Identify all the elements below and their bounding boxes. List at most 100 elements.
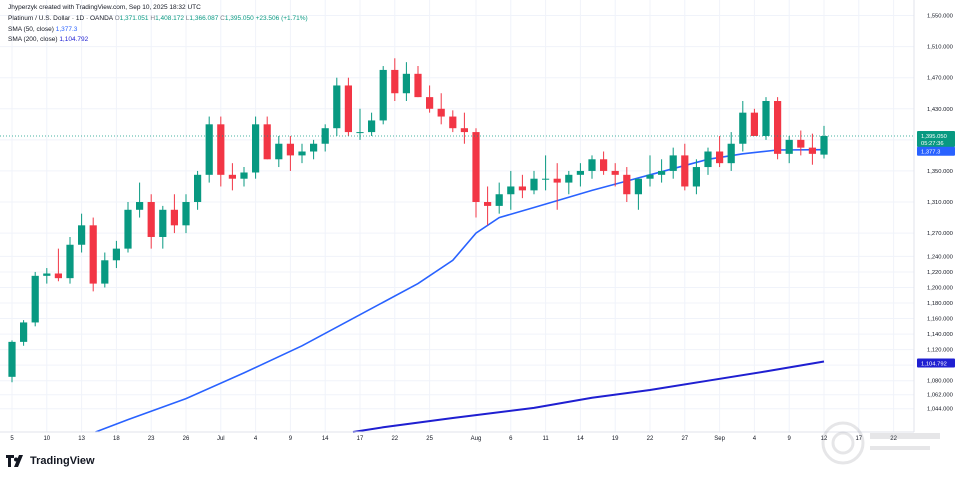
candle-body	[623, 174, 631, 195]
candle-body	[379, 69, 387, 121]
y-tick-label: 1,350.000	[927, 169, 953, 175]
candle	[101, 252, 109, 288]
candle-body	[78, 225, 86, 245]
candle	[739, 101, 747, 152]
candle	[785, 135, 793, 164]
candle	[391, 58, 399, 102]
sma200-value: 1,104.792	[59, 36, 89, 43]
tradingview-logo[interactable]: TradingView	[6, 455, 95, 467]
x-tick-label: 13	[78, 436, 85, 442]
symbol-name[interactable]: Platinum / U.S. Dollar · 1D · OANDA	[8, 15, 113, 22]
candle	[611, 163, 619, 187]
candle-body	[449, 116, 457, 129]
candle-body	[472, 132, 480, 203]
candle	[182, 194, 190, 234]
candle	[692, 159, 700, 195]
candle-body	[240, 172, 248, 179]
candle	[310, 139, 318, 160]
candle-body	[727, 143, 735, 164]
x-tick-label: 27	[681, 436, 688, 442]
candle-body	[681, 155, 689, 187]
y-tick-label: 1,470.000	[927, 76, 953, 82]
x-tick-label: 17	[357, 436, 364, 442]
candle	[89, 217, 97, 292]
candle	[576, 163, 584, 187]
open-label: O	[114, 15, 120, 22]
candle-body	[507, 186, 515, 195]
y-tick-label: 1,140.000	[927, 332, 953, 338]
x-tick-label: Aug	[471, 436, 482, 442]
x-tick-label: 14	[322, 436, 329, 442]
change-value: +23.506 (+1.71%)	[255, 15, 308, 22]
x-tick-label: 14	[577, 436, 584, 442]
candle-body	[31, 275, 39, 323]
candle-body	[658, 170, 666, 175]
candle-body	[402, 73, 410, 94]
high-value: 1,408.172	[155, 15, 184, 22]
candle	[565, 170, 573, 195]
candle	[298, 143, 306, 164]
x-tick-label: 22	[647, 436, 654, 442]
candle	[472, 128, 480, 218]
candle-body	[20, 322, 28, 342]
sma200-legend[interactable]: SMA (200, close) 1,104.792	[8, 36, 88, 43]
candle-body	[785, 139, 793, 154]
x-tick-label: 17	[855, 436, 862, 442]
close-label: C	[220, 15, 225, 22]
candle-body	[356, 132, 364, 134]
tradingview-logo-icon	[6, 455, 23, 467]
x-tick-label: 19	[612, 436, 619, 442]
candle	[205, 116, 213, 183]
y-tick-label: 1,062.000	[927, 393, 953, 399]
x-tick-label: 25	[426, 436, 433, 442]
sma50-price-tag-text: 1,377.3	[921, 150, 940, 156]
candle	[54, 248, 62, 282]
candle	[820, 125, 828, 159]
last-price-tag-text: 05:27:36	[921, 141, 944, 147]
moving-averages	[95, 148, 825, 433]
x-tick-label: 12	[821, 436, 828, 442]
open-value: 1,371.051	[119, 15, 149, 22]
x-tick-label: 4	[753, 436, 757, 442]
candle	[321, 124, 329, 152]
candle-body	[808, 147, 816, 154]
candle	[600, 151, 608, 175]
time-axis[interactable]: 5 10 13 18 23 26 Jul 4 9 14 17 22 25 Aug 6 11 14 19 22 27 Se…	[0, 431, 914, 442]
y-tick-label: 1,200.000	[927, 285, 953, 291]
candle-body	[600, 159, 608, 171]
candle-body	[263, 124, 271, 160]
y-tick-label: 1,080.000	[927, 379, 953, 385]
candle	[774, 97, 782, 160]
y-tick-label: 1,510.000	[927, 45, 953, 51]
watermark-logo	[821, 421, 940, 465]
candle-body	[136, 202, 144, 210]
candle	[356, 108, 364, 140]
candle-body	[170, 209, 178, 226]
candle-body	[553, 178, 561, 183]
candle	[252, 116, 260, 179]
sma50-legend[interactable]: SMA (50, close) 1,377.3	[8, 26, 77, 33]
candle-body	[286, 143, 294, 156]
candle-body	[588, 159, 596, 171]
candle	[124, 202, 132, 253]
candle-body	[739, 112, 747, 144]
x-tick-label: Jul	[217, 436, 225, 442]
candle-body	[182, 202, 190, 226]
candle	[495, 182, 503, 214]
candle-body	[310, 143, 318, 152]
candle-body	[518, 186, 526, 191]
y-tick-label: 1,240.000	[927, 254, 953, 260]
candle	[658, 159, 666, 183]
candle	[263, 116, 271, 160]
y-tick-label: 1,180.000	[927, 301, 953, 307]
candle-body	[228, 174, 236, 179]
candle	[8, 340, 16, 383]
sma50-price-tag-bg	[917, 146, 955, 156]
low-value: 1,366.087	[189, 15, 219, 22]
candle	[344, 77, 352, 136]
candle-body	[611, 170, 619, 175]
